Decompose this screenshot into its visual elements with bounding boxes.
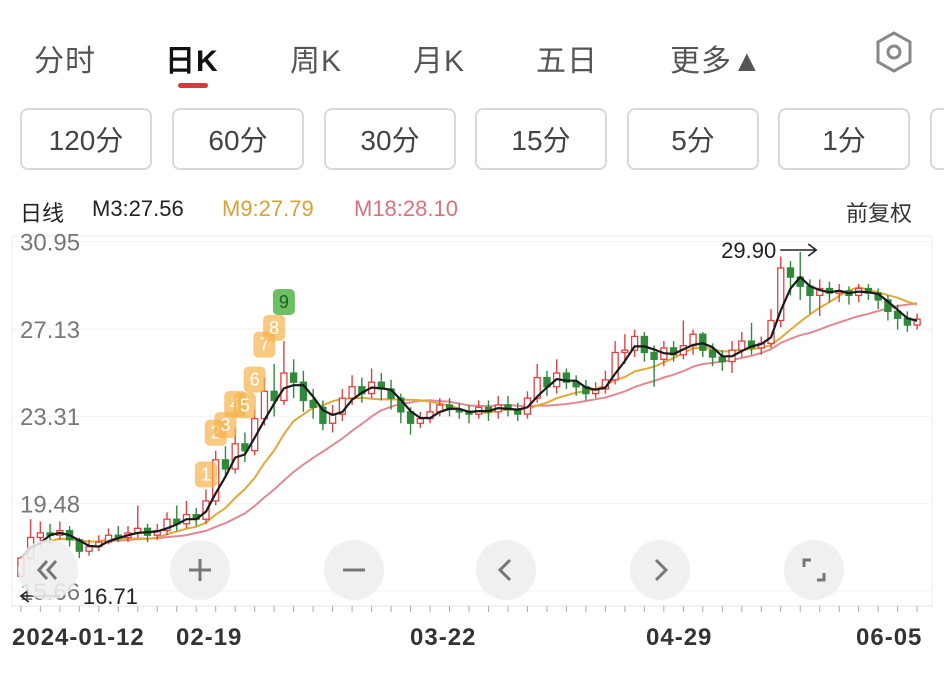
low-price-label: 16.71 bbox=[83, 584, 138, 609]
candle-down bbox=[309, 399, 317, 408]
candle-up bbox=[416, 418, 424, 424]
high-arrow-icon bbox=[780, 243, 818, 257]
settings-icon[interactable] bbox=[872, 30, 916, 74]
tab-five-day[interactable]: 五日 bbox=[536, 45, 598, 78]
candle-down bbox=[640, 335, 649, 354]
date-label-apr: 04-29 bbox=[646, 624, 713, 651]
y-tick-label: 19.48 bbox=[20, 492, 80, 519]
legend-m3: M3:27.56 bbox=[92, 196, 184, 221]
expand-corners-icon bbox=[802, 558, 826, 582]
candle-down bbox=[319, 406, 327, 424]
plus-icon bbox=[189, 559, 211, 581]
td-signal-box bbox=[233, 392, 256, 419]
td-signal-box bbox=[214, 412, 237, 439]
date-label-start: 2024-01-12 bbox=[12, 624, 145, 651]
ma-legend: 日线 M3:27.56 M9:27.79 M18:28.10 前复权 bbox=[0, 196, 944, 228]
candle-down bbox=[718, 356, 726, 363]
zoom-out-button[interactable] bbox=[324, 540, 384, 600]
tab-daily-k[interactable]: 日K bbox=[165, 45, 219, 78]
candle-down bbox=[562, 372, 571, 383]
legend-m9: M9:27.79 bbox=[222, 196, 314, 221]
candle-up bbox=[85, 545, 93, 552]
candle-up bbox=[611, 351, 619, 381]
td-signal-box bbox=[272, 289, 295, 316]
high-price-label: 29.90 bbox=[721, 238, 776, 263]
candle-down bbox=[747, 340, 756, 349]
date-label-feb: 02-19 bbox=[176, 624, 243, 651]
td-signal-label: 9 bbox=[279, 292, 289, 312]
chevron-right-icon bbox=[654, 558, 669, 582]
candle-up bbox=[913, 318, 921, 326]
td-signal-box bbox=[194, 461, 217, 488]
scroll-to-start-button[interactable] bbox=[18, 540, 78, 600]
candle-up bbox=[251, 418, 259, 452]
candle-down bbox=[893, 310, 902, 319]
ma3-line bbox=[20, 275, 918, 559]
period-more-button[interactable] bbox=[930, 108, 944, 170]
period-60min-button[interactable]: 60分 bbox=[172, 108, 304, 170]
period-1min-button[interactable]: 1分 bbox=[778, 108, 910, 170]
minus-icon bbox=[343, 568, 365, 572]
td-signal-label: 6 bbox=[250, 370, 260, 390]
td-signal-label: 3 bbox=[220, 415, 230, 435]
candle-up bbox=[36, 532, 45, 539]
td-signal-label: 5 bbox=[240, 395, 250, 415]
candle-down bbox=[650, 351, 658, 360]
tab-weekly-k[interactable]: 周K bbox=[290, 45, 343, 78]
candle-down bbox=[884, 299, 892, 313]
candle-down bbox=[289, 372, 298, 383]
candle-down bbox=[572, 381, 580, 388]
td-signal-box bbox=[243, 366, 266, 393]
double-chevron-left-icon bbox=[36, 560, 58, 580]
zoom-in-button[interactable] bbox=[170, 540, 230, 600]
candle-down bbox=[299, 381, 308, 402]
legend-adjustment[interactable]: 前复权 bbox=[846, 201, 913, 226]
minute-period-bar: 120分 60分 30分 15分 5分 1分 bbox=[0, 104, 944, 174]
scroll-right-button[interactable] bbox=[630, 540, 690, 600]
tab-more[interactable]: 更多▲ bbox=[670, 45, 763, 78]
legend-daily-label: 日线 bbox=[20, 201, 65, 226]
candle-up bbox=[338, 397, 347, 415]
period-30min-button[interactable]: 30分 bbox=[324, 108, 456, 170]
candle-up bbox=[163, 518, 171, 532]
candle-up bbox=[630, 335, 639, 351]
fullscreen-button[interactable] bbox=[784, 540, 844, 600]
candle-up bbox=[348, 386, 356, 399]
candle-up bbox=[621, 349, 629, 354]
active-tab-underline bbox=[178, 83, 208, 88]
y-tick-label: 30.95 bbox=[20, 230, 80, 257]
td-signal-label: 1 bbox=[201, 465, 211, 485]
period-15min-button[interactable]: 15分 bbox=[475, 108, 607, 170]
date-label-jun: 06-05 bbox=[856, 624, 923, 651]
td-signal-label: 8 bbox=[269, 318, 279, 338]
tab-monthly-k[interactable]: 月K bbox=[413, 45, 466, 78]
y-tick-label: 27.13 bbox=[20, 317, 80, 344]
date-label-mar: 03-22 bbox=[410, 624, 477, 651]
candle-down bbox=[270, 390, 278, 402]
period-120min-button[interactable]: 120分 bbox=[20, 108, 152, 170]
candle-down bbox=[221, 459, 230, 470]
candle-up bbox=[777, 267, 785, 322]
candle-down bbox=[786, 267, 795, 278]
td-signal-box bbox=[263, 314, 286, 341]
candle-up bbox=[816, 287, 824, 297]
legend-m18: M18:28.10 bbox=[354, 196, 458, 221]
tab-timeshare[interactable]: 分时 bbox=[34, 45, 96, 78]
td-signal-label: 7 bbox=[259, 335, 269, 355]
period-5min-button[interactable]: 5分 bbox=[627, 108, 759, 170]
kline-period-tabs: 分时 日K 周K 月K 五日 更多▲ bbox=[0, 18, 944, 88]
chevron-left-icon bbox=[497, 558, 512, 582]
scroll-left-button[interactable] bbox=[476, 540, 536, 600]
y-tick-label: 23.31 bbox=[20, 404, 80, 431]
candle-down bbox=[708, 349, 717, 358]
